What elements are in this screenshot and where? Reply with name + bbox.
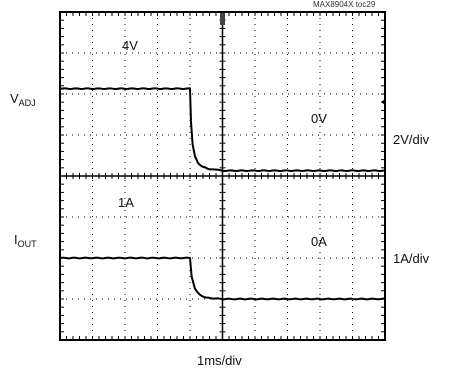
trace-vadj: [59, 87, 386, 173]
iout-low-annotation: 0A: [311, 234, 327, 249]
trace-vadj-label: VADJ: [10, 91, 36, 108]
trigger-marker: [220, 13, 225, 25]
vadj-low-annotation: 0V: [311, 111, 327, 126]
vadj-high-annotation: 4V: [122, 38, 138, 53]
figure-tag: MAX8904X toc29: [313, 0, 376, 9]
level-marker: [381, 99, 385, 105]
grid: [59, 11, 386, 341]
trace-iout: [59, 256, 386, 301]
iout-high-annotation: 1A: [118, 195, 134, 210]
trace-iout-label: IOUT: [14, 232, 37, 249]
vadj-scale-label: 2V/div: [393, 132, 430, 147]
time-scale-label: 1ms/div: [197, 353, 242, 368]
iout-scale-label: 1A/div: [393, 251, 430, 266]
